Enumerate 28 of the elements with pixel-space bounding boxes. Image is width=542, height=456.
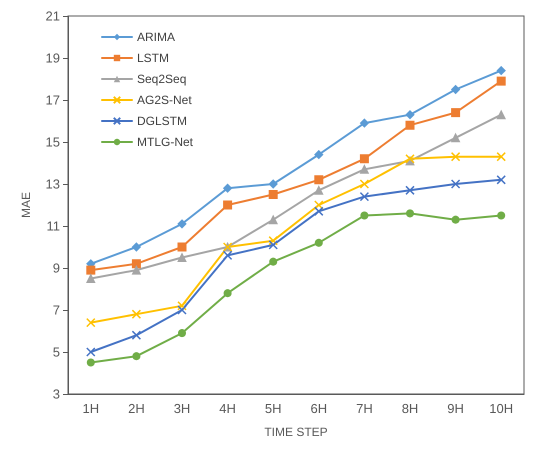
- y-tick-label: 19: [46, 50, 60, 66]
- x-tick-label: 1H: [82, 401, 100, 416]
- y-tick-label: 13: [46, 176, 60, 192]
- legend-label: ARIMA: [137, 30, 176, 44]
- y-tick-label: 7: [52, 302, 60, 318]
- legend-label: DGLSTM: [137, 114, 188, 128]
- y-tick-label: 5: [52, 344, 60, 360]
- y-tick-label: 21: [46, 8, 60, 24]
- legend-label: MTLG-Net: [137, 135, 194, 149]
- y-tick-label: 3: [52, 386, 60, 402]
- x-tick-label: 3H: [174, 401, 190, 416]
- x-tick-label: 5H: [264, 401, 282, 416]
- y-tick-label: 15: [46, 134, 60, 150]
- x-tick-label: 9H: [447, 401, 464, 416]
- x-tick-label: 7H: [356, 401, 373, 416]
- x-tick-label: 10H: [489, 401, 514, 416]
- y-tick-label: 11: [46, 218, 60, 234]
- y-axis-title: MAE: [19, 192, 33, 218]
- legend-label: AG2S-Net: [137, 93, 192, 107]
- legend-label: LSTM: [137, 51, 170, 65]
- x-tick-label: 4H: [219, 401, 236, 416]
- legend-label: Seq2Seq: [137, 72, 186, 86]
- x-tick-label: 8H: [402, 401, 418, 416]
- x-tick-label: 6H: [310, 401, 328, 416]
- x-tick-label: 2H: [128, 401, 145, 416]
- y-tick-label: 9: [52, 260, 60, 276]
- x-axis-title: TIME STEP: [264, 425, 328, 439]
- y-tick-label: 17: [46, 92, 60, 108]
